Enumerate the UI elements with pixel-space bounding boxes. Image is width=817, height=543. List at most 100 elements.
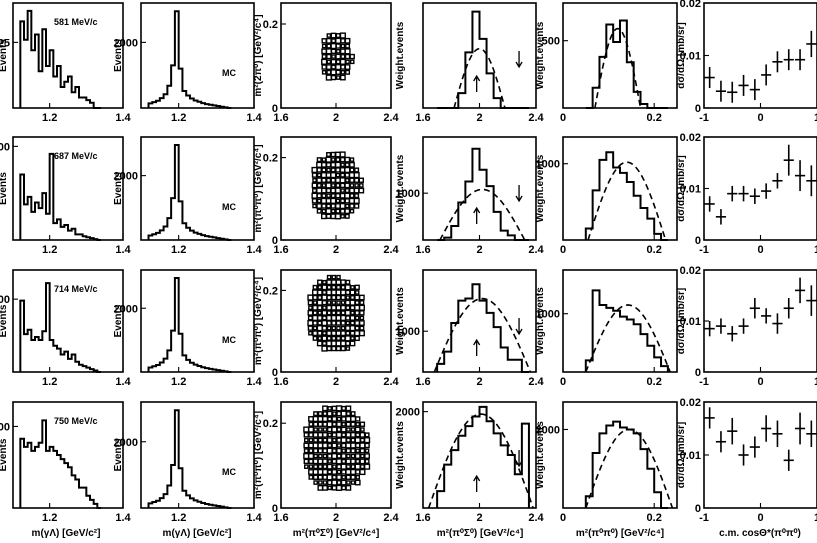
r4-c3-box <box>341 485 347 491</box>
r2-c3-box <box>334 187 342 194</box>
r4-c3-box <box>341 448 347 454</box>
r4-c3-xtick-label-1: 2 <box>333 512 339 524</box>
r2-c3-box <box>340 162 345 168</box>
r1-c3-box <box>331 54 336 59</box>
row-4: 1.21.4200Events750 MeV/c1.21.42000Events… <box>0 397 817 524</box>
r4-c5-xtick-label-1: 0.2 <box>647 512 662 524</box>
r4-c3-box <box>359 442 366 449</box>
r3-c3-box <box>312 314 319 322</box>
r1-c3-box <box>340 38 346 44</box>
r2-c5-frame <box>562 136 678 241</box>
r3-c3-box <box>326 325 332 331</box>
r2-c3-box <box>316 157 322 163</box>
r2-c3-box <box>325 187 332 194</box>
r4-c3-box <box>350 458 356 465</box>
r3-c3-box <box>345 320 351 326</box>
r1-c3-box <box>339 48 346 55</box>
r3-c3-box <box>354 294 361 301</box>
r2-c3-box <box>326 167 331 173</box>
r1-c5-frame <box>562 2 678 109</box>
r3-c3-box <box>354 315 360 321</box>
r2-c6-ytick-label-2: 0.02 <box>680 132 701 144</box>
r2-c3-box <box>339 192 346 199</box>
r2-c5-ylabel: Weight.events <box>535 154 546 222</box>
r3-c3-box <box>317 295 323 301</box>
r1-c6-xtick-label-1: 0 <box>757 112 763 124</box>
r3-c3-box <box>331 325 337 331</box>
r3-c3-box <box>317 336 323 341</box>
r4-c6-point-9 <box>806 420 817 448</box>
r3-c3-box <box>345 279 351 285</box>
r4-c3-box <box>364 448 370 454</box>
r3-c3-box <box>340 304 347 311</box>
r3-c3-box <box>321 325 328 331</box>
r4-c3-box <box>336 443 342 448</box>
r4-c3-box <box>308 469 314 475</box>
r2-c3-box <box>349 193 355 199</box>
r1-c4-xtick-label-1: 2 <box>476 112 482 124</box>
r3-c3-box <box>354 310 360 316</box>
r4-c3-box <box>364 432 370 438</box>
r4-c3-scatter-boxes <box>303 405 371 491</box>
r4-c3-box <box>326 474 333 481</box>
r3-c3-box <box>326 300 332 305</box>
r2-c4-ylabel: Weight.events <box>395 154 406 222</box>
r3-c3-box <box>307 299 314 306</box>
r4-c3-box <box>341 442 347 449</box>
r2-c1-frame <box>12 136 124 241</box>
r4-c3-box <box>331 485 338 491</box>
r4-c5-ylabel: Weight.events <box>535 421 546 489</box>
r4-c3-box <box>331 405 338 412</box>
r3-c3-box <box>349 299 356 306</box>
r3-c3-box <box>312 289 319 296</box>
r1-c3-box <box>325 74 332 81</box>
r3-c3-box <box>322 330 327 336</box>
r4-c6-xtick-label-1: 0 <box>757 512 763 524</box>
r1-c5-xtick-label-1: 0.2 <box>647 112 662 124</box>
r2-c4-down-arrow <box>515 185 523 203</box>
r4-c3-box <box>332 464 337 469</box>
r4-c3-box <box>308 474 314 480</box>
r3-c3-box <box>312 300 318 305</box>
r2-c3-box <box>325 208 332 215</box>
r3-c3-box <box>317 305 323 311</box>
r2-c5-model-curve <box>587 161 667 241</box>
r2-c3-box <box>349 203 355 209</box>
r3-c3-box <box>350 310 355 316</box>
r2-c3-box <box>335 208 341 214</box>
r3-c3-box <box>344 284 351 291</box>
r3-c3-box <box>317 320 323 326</box>
r2-c3-box <box>316 203 323 209</box>
r4-c3-box <box>345 431 352 438</box>
col1-xlabel: m(γΛ) [GeV/c²] <box>32 528 101 539</box>
r3-c3-box <box>336 274 341 280</box>
r1-c6-point-4 <box>749 79 760 101</box>
r1-c6-point-5 <box>761 64 772 86</box>
col5-xlabel: m²(π⁰π⁰) [GeV²/c⁴] <box>576 528 664 539</box>
r1-c3-box <box>321 54 327 60</box>
r1-c3-box <box>330 69 337 76</box>
r4-c1-frame <box>12 401 124 509</box>
r3-c3-box <box>340 330 347 337</box>
r4-c3-box <box>312 448 319 454</box>
r4-c3-box <box>331 416 338 422</box>
r2-c3-box <box>326 193 331 199</box>
r2-c6-point-4 <box>749 188 760 204</box>
r1-c4-ylabel: Weight.events <box>395 21 406 89</box>
r1-c3-box <box>335 59 341 65</box>
r2-c3-box <box>316 167 322 173</box>
r1-c1-xtick-label-0: 1.2 <box>42 112 57 124</box>
r2-c3-box <box>311 198 318 204</box>
r2-c3-box <box>316 161 323 168</box>
r1-c1-ytick-label-0: 25 <box>0 37 10 49</box>
r2-c1-ylabel: Events <box>0 172 9 205</box>
r2-c3-box <box>339 182 346 189</box>
r3-c4-ytick-label-0: 1000 <box>396 326 420 338</box>
r4-c1-ylabel: Events <box>0 438 9 471</box>
r2-c6-xtick-label-1: 0 <box>757 244 763 256</box>
r3-c3-box <box>312 310 318 316</box>
r2-c3-box <box>312 203 317 209</box>
r1-c6-point-8 <box>794 49 806 71</box>
r2-c3-box <box>354 183 359 188</box>
r4-c3-box <box>335 458 343 465</box>
